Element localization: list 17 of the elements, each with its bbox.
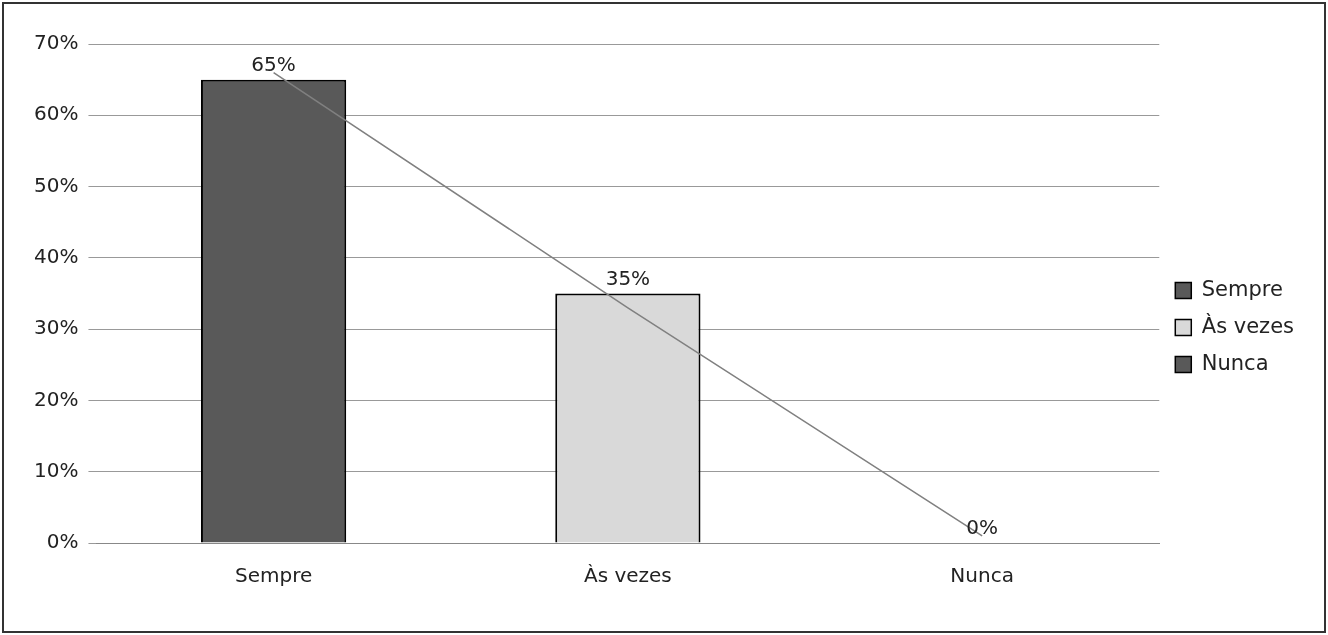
- y-tick-label: 0%: [46, 529, 79, 554]
- y-tick-label: 20%: [34, 386, 79, 411]
- legend-label: Às vezes: [1201, 312, 1295, 338]
- y-tick-label: 30%: [34, 315, 79, 340]
- data-label: 65%: [251, 51, 296, 76]
- y-tick-label: 50%: [34, 172, 79, 197]
- legend-label: Nunca: [1201, 350, 1269, 375]
- y-tick-label: 40%: [34, 244, 79, 269]
- x-tick-label: Nunca: [950, 563, 1014, 588]
- data-label: 35%: [605, 265, 651, 290]
- y-tick-label: 60%: [34, 101, 79, 126]
- x-tick-label: Às vezes: [583, 563, 672, 588]
- data-label: 0%: [966, 515, 999, 540]
- y-tick-label: 10%: [34, 457, 79, 482]
- legend-label: Sempre: [1201, 276, 1283, 301]
- y-tick-label: 70%: [34, 30, 79, 55]
- x-tick-label: Sempre: [234, 563, 313, 588]
